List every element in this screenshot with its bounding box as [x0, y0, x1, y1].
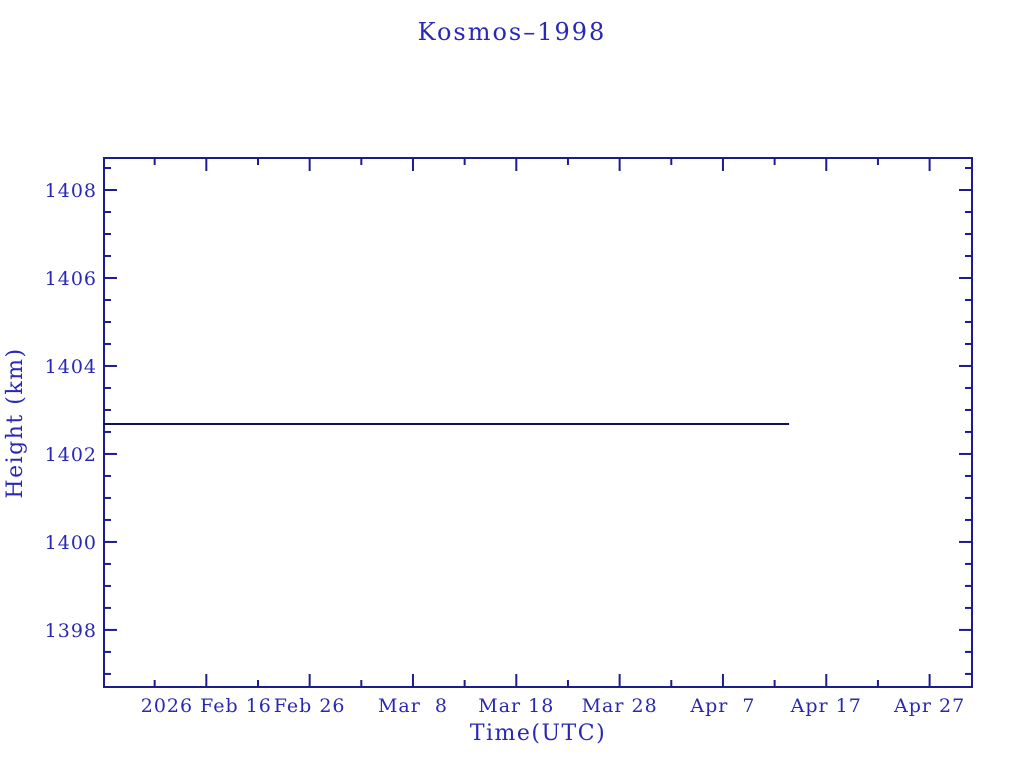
y-tick-label: 1402 — [45, 444, 97, 466]
x-tick-label: Mar 28 — [582, 695, 658, 717]
x-tick-label: Mar 18 — [478, 695, 554, 717]
x-tick-label: Feb 26 — [274, 695, 346, 717]
x-tick-label: 2026 Feb 16 — [141, 695, 272, 717]
x-tick-label: Mar 8 — [378, 695, 448, 717]
y-tick-label: 1404 — [45, 356, 97, 378]
plot-area: 2026 Feb 16 Feb 26 Mar 8 Mar 18 Mar 28 Apr 7 A… — [45, 157, 973, 717]
y-tick-label: 1400 — [45, 532, 97, 554]
y-tick-label: 1406 — [45, 268, 97, 290]
y-axis-label: Height (km) — [3, 347, 28, 498]
x-tick-label: Apr 7 — [689, 695, 755, 717]
plot-frame — [103, 157, 973, 688]
y-tick-label: 1398 — [45, 620, 97, 642]
x-tick-label: Apr 27 — [893, 695, 965, 717]
chart-title: Kosmos–1998 — [418, 18, 607, 46]
y-tick-label: 1408 — [45, 180, 97, 202]
x-tick-label: Apr 17 — [790, 695, 862, 717]
x-axis-label: Time(UTC) — [470, 721, 606, 746]
